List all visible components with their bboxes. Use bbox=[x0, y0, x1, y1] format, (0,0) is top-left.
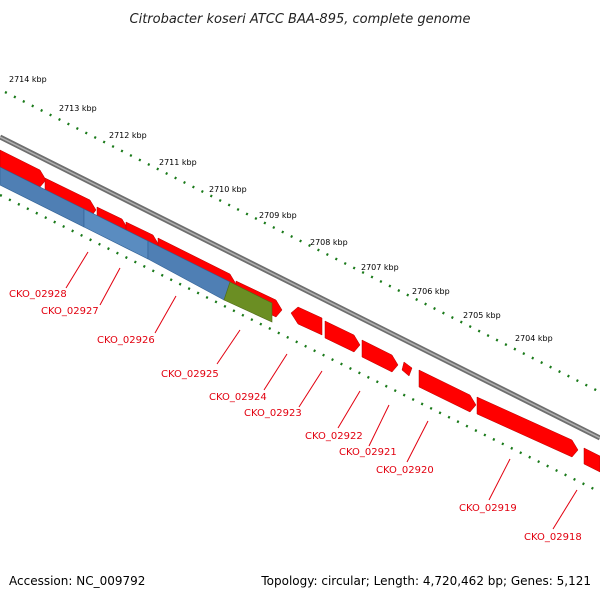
leader-lines bbox=[65, 251, 578, 530]
ruler-label: 2711 kbp bbox=[159, 158, 197, 167]
gene-label[interactable]: CKO_02922 bbox=[305, 431, 363, 442]
gene-label[interactable]: CKO_02918 bbox=[524, 532, 582, 543]
gene-labels: CKO_02928 CKO_02927 CKO_02926 CKO_02925 … bbox=[9, 289, 582, 543]
ruler-labels: 2714 kbp 2713 kbp 2712 kbp 2711 kbp 2710… bbox=[9, 75, 553, 343]
ruler-label: 2707 kbp bbox=[361, 263, 399, 272]
gene-label[interactable]: CKO_02927 bbox=[41, 306, 99, 317]
gene-feature-forward[interactable] bbox=[290, 306, 323, 336]
ruler-label: 2709 kbp bbox=[259, 211, 297, 220]
ruler-label: 2712 kbp bbox=[109, 131, 147, 140]
ruler-label: 2708 kbp bbox=[310, 238, 348, 247]
gene-feature-forward[interactable] bbox=[401, 361, 413, 377]
gene-feature-forward[interactable] bbox=[583, 447, 600, 473]
ruler-label: 2705 kbp bbox=[463, 311, 501, 320]
ruler-label: 2713 kbp bbox=[59, 104, 97, 113]
gene-feature-forward[interactable] bbox=[324, 320, 361, 353]
gene-label[interactable]: CKO_02925 bbox=[161, 369, 219, 380]
ruler-label: 2704 kbp bbox=[515, 334, 553, 343]
ruler-label: 2714 kbp bbox=[9, 75, 47, 84]
gene-label[interactable]: CKO_02924 bbox=[209, 392, 267, 403]
reverse-features bbox=[0, 166, 273, 323]
gene-label[interactable]: CKO_02919 bbox=[459, 503, 517, 514]
backbone bbox=[0, 134, 600, 441]
ruler-label: 2706 kbp bbox=[412, 287, 450, 296]
gene-label[interactable]: CKO_02928 bbox=[9, 289, 67, 300]
gene-feature-forward[interactable] bbox=[418, 369, 477, 413]
gene-feature-forward[interactable] bbox=[361, 339, 399, 373]
accession-text: Accession: NC_009792 bbox=[9, 574, 145, 588]
outer-ruler bbox=[4, 90, 600, 394]
map-title: Citrobacter koseri ATCC BAA-895, complet… bbox=[130, 12, 471, 27]
gene-label[interactable]: CKO_02926 bbox=[97, 335, 155, 346]
outer-ruler-dots bbox=[4, 90, 600, 394]
inner-ruler-dots bbox=[0, 193, 600, 494]
gene-label[interactable]: CKO_02921 bbox=[339, 447, 397, 458]
ruler-label: 2710 kbp bbox=[209, 185, 247, 194]
gene-label[interactable]: CKO_02923 bbox=[244, 408, 302, 419]
gene-feature-forward[interactable] bbox=[476, 396, 579, 458]
gene-feature-green[interactable] bbox=[223, 281, 273, 323]
summary-text: Topology: circular; Length: 4,720,462 bp… bbox=[260, 574, 591, 588]
gene-feature-forward[interactable] bbox=[0, 149, 47, 188]
inner-ruler bbox=[0, 193, 600, 494]
gene-label[interactable]: CKO_02920 bbox=[376, 465, 434, 476]
